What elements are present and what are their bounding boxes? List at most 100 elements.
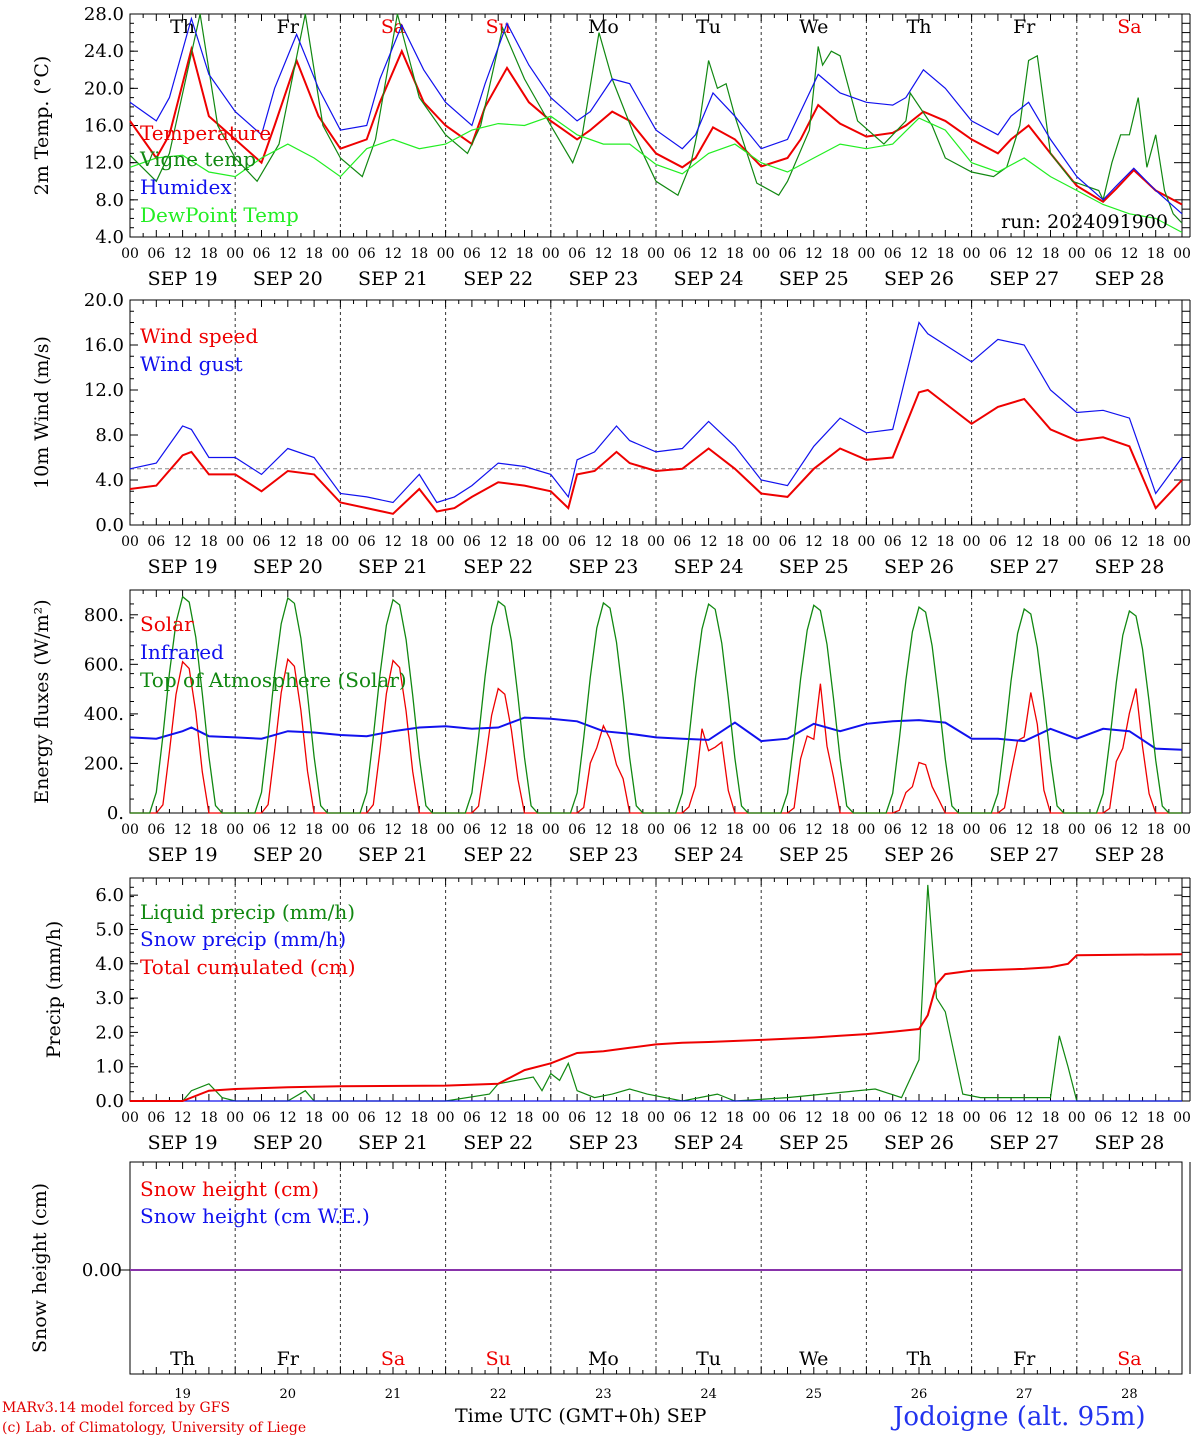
panel1-day-label: SEP 24 (674, 268, 744, 290)
panel3-hour-tick-label: 18 (1042, 822, 1060, 838)
panel1-hour-tick-label: 12 (594, 246, 612, 262)
panel4-hour-tick-label: 18 (410, 1110, 428, 1126)
panel1-hour-tick-label: 00 (226, 246, 244, 262)
panel1-hour-tick-label: 06 (463, 246, 481, 262)
weekday-label-top: Fr (277, 16, 300, 38)
panel3-y-tick-label: 0. (107, 803, 124, 824)
panel4-hour-tick-label: 06 (1094, 1110, 1112, 1126)
panel2-y-tick-label: 20.0 (84, 290, 124, 311)
panel1-series-line (129, 115, 1183, 233)
panel1-day-label: SEP 21 (358, 268, 428, 290)
panel2-hour-tick-label: 18 (410, 534, 428, 550)
panel1-legend-entry: Humidex (140, 175, 232, 199)
panel3-hour-tick-label: 00 (437, 822, 455, 838)
panel4-hour-tick-label: 12 (489, 1110, 507, 1126)
panel4-day-label: SEP 27 (989, 1132, 1059, 1154)
panel4-hour-tick-label: 12 (594, 1110, 612, 1126)
panel3-hour-tick-label: 18 (726, 822, 744, 838)
panel2-y-tick-label: 0.0 (95, 515, 124, 536)
weekday-label-bottom: We (799, 1348, 828, 1370)
panel2-hour-tick-label: 06 (253, 534, 271, 550)
panel3-hour-tick-label: 00 (647, 822, 665, 838)
panel4-hour-tick-label: 12 (700, 1110, 718, 1126)
panel2-hour-tick-label: 06 (568, 534, 586, 550)
panel3-hour-tick-label: 12 (910, 822, 928, 838)
panel1-hour-tick-label: 06 (1094, 246, 1112, 262)
panel4-hour-tick-label: 00 (752, 1110, 770, 1126)
panel2-hour-tick-label: 06 (884, 534, 902, 550)
panel4-hour-tick-label: 06 (358, 1110, 376, 1126)
panel1-hour-tick-label: 00 (1068, 246, 1086, 262)
weekday-label-top: Fr (1013, 16, 1036, 38)
panel4-series-line (130, 884, 1182, 1102)
panel3-day-label: SEP 23 (568, 844, 638, 866)
panel2-hour-tick-label: 12 (384, 534, 402, 550)
day-number-label: 23 (595, 1387, 612, 1402)
panel1-legend-entry: Vigne temp (139, 147, 256, 171)
panel1-hour-tick-label: 12 (805, 246, 823, 262)
panel4-hour-tick-label: 12 (384, 1110, 402, 1126)
panel1-hour-tick-label: 00 (542, 246, 560, 262)
panel1-y-tick-label: 12.0 (84, 153, 124, 174)
panel1-y-tick-label: 28.0 (84, 4, 124, 25)
panel3-hour-tick-label: 00 (752, 822, 770, 838)
panel4-y-tick-label: 6.0 (95, 885, 124, 906)
weekday-label-top: Tu (696, 16, 721, 38)
panel1-legend-entry: DewPoint Temp (140, 203, 299, 227)
weekday-label-bottom: Sa (1117, 1348, 1141, 1370)
panel1-y-tick-label: 20.0 (84, 78, 124, 99)
panel3-hour-tick-label: 06 (463, 822, 481, 838)
panel1-hour-tick-label: 00 (963, 246, 981, 262)
panel1-hour-tick-label: 06 (779, 246, 797, 262)
panel4-hour-tick-label: 00 (542, 1110, 560, 1126)
weekday-label-bottom: Th (170, 1348, 195, 1370)
panel1-hour-tick-label: 18 (726, 246, 744, 262)
x-axis-title: Time UTC (GMT+0h) SEP (455, 1405, 707, 1427)
panel3-hour-tick-label: 12 (700, 822, 718, 838)
panel1-hour-tick-label: 18 (410, 246, 428, 262)
day-number-label: 20 (280, 1387, 297, 1402)
panel1-hour-tick-label: 12 (1015, 246, 1033, 262)
panel3-hour-tick-label: 06 (358, 822, 376, 838)
panel5-legend-entry: Snow height (cm) (140, 1177, 319, 1201)
panel3-hour-tick-label: 12 (279, 822, 297, 838)
panel4-hour-tick-label: 06 (673, 1110, 691, 1126)
panel4-hour-tick-label: 18 (200, 1110, 218, 1126)
panel2-hour-tick-label: 12 (174, 534, 192, 550)
panel1-day-label: SEP 19 (148, 268, 218, 290)
weekday-label-bottom: Fr (1013, 1348, 1036, 1370)
panel4-hour-tick-label: 06 (989, 1110, 1007, 1126)
panel3-y-tick-label: 600. (84, 654, 124, 675)
panel4-hour-tick-label: 00 (331, 1110, 349, 1126)
panel1-hour-tick-label: 12 (1120, 246, 1138, 262)
panel4-y-tick-label: 1.0 (95, 1057, 124, 1078)
panel1-hour-tick-label: 12 (384, 246, 402, 262)
panel4-day-label: SEP 28 (1094, 1132, 1164, 1154)
panel2-hour-tick-label: 06 (1094, 534, 1112, 550)
weekday-label-bottom: Sa (381, 1348, 405, 1370)
panel3-hour-tick-label: 18 (410, 822, 428, 838)
panel4-day-label: SEP 23 (568, 1132, 638, 1154)
panel1-day-label: SEP 25 (779, 268, 849, 290)
panel4-legend-entry: Snow precip (mm/h) (140, 927, 346, 951)
panel2-y-tick-label: 8.0 (95, 425, 124, 446)
panel1-day-label: SEP 26 (884, 268, 954, 290)
panel2-y-tick-label: 16.0 (84, 335, 124, 356)
panel2-hour-tick-label: 18 (1147, 534, 1165, 550)
panel1-series-line (129, 45, 1183, 206)
panel3-y-axis-label: Energy fluxes (W/m²) (31, 599, 53, 803)
panel4-hour-tick-label: 18 (1042, 1110, 1060, 1126)
panel2-hour-tick-label: 00 (331, 534, 349, 550)
panel2-y-tick-label: 4.0 (95, 470, 124, 491)
panel1-y-tick-label: 24.0 (84, 41, 124, 62)
panel1-hour-tick-label: 18 (516, 246, 534, 262)
panel4-hour-tick-label: 18 (621, 1110, 639, 1126)
station-name: Jodoigne (alt. 95m) (893, 1402, 1146, 1432)
panel2-day-label: SEP 21 (358, 556, 428, 578)
day-number-label: 27 (1016, 1387, 1033, 1402)
panel4-legend-entry: Liquid precip (mm/h) (140, 900, 355, 924)
weekday-label-top: Mo (588, 16, 619, 38)
panel1-y-tick-label: 16.0 (84, 116, 124, 137)
panel1-hour-tick-label: 18 (936, 246, 954, 262)
